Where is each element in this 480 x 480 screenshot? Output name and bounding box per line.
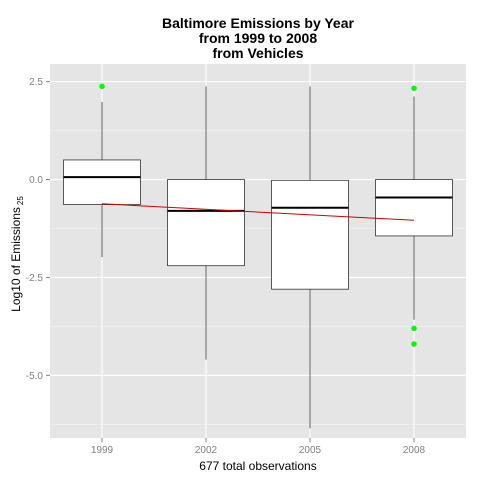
- boxplot-2002: [167, 86, 245, 360]
- x-tick-label: 2005: [299, 445, 322, 456]
- y-tick-label: -5.0: [26, 371, 44, 382]
- x-tick-label: 1999: [91, 445, 114, 456]
- box-iqr: [271, 179, 349, 290]
- boxplot-2008: [375, 85, 453, 347]
- chart-title-line-3: from Vehicles: [212, 45, 303, 61]
- y-tick-label: 2.5: [29, 77, 43, 88]
- y-axis-title-main: Log10 of Emissions: [9, 207, 23, 312]
- box-iqr: [167, 179, 245, 267]
- trend-line: [101, 203, 415, 221]
- outlier-point: [99, 83, 105, 90]
- outlier-point: [411, 85, 417, 92]
- box-iqr: [375, 179, 453, 237]
- y-tick-label: -2.5: [26, 273, 44, 284]
- boxplot-2005: [271, 86, 349, 429]
- y-tick-label: 0.0: [29, 175, 43, 186]
- boxplot-1999: [63, 83, 141, 258]
- x-tick-label: 2008: [403, 445, 426, 456]
- trend-line-layer: [101, 203, 415, 221]
- y-axis-ticks: 2.5 0.0 -2.5 -5.0: [26, 77, 50, 382]
- outlier-point: [411, 341, 417, 347]
- chart-title-line-1: Baltimore Emissions by Year: [162, 15, 354, 31]
- y-axis-title-subscript: 25: [16, 196, 25, 205]
- x-tick-label: 2002: [195, 445, 218, 456]
- chart-title-line-2: from 1999 to 2008: [199, 30, 317, 46]
- y-axis-title: Log10 of Emissions 25: [9, 196, 25, 312]
- boxplots: [63, 83, 453, 429]
- outlier-point: [411, 325, 417, 332]
- plot-background: [50, 64, 466, 438]
- box-iqr: [63, 159, 141, 205]
- x-axis-ticks: 1999 2002 2005 2008: [91, 438, 426, 456]
- x-axis-title: 677 total observations: [199, 459, 316, 473]
